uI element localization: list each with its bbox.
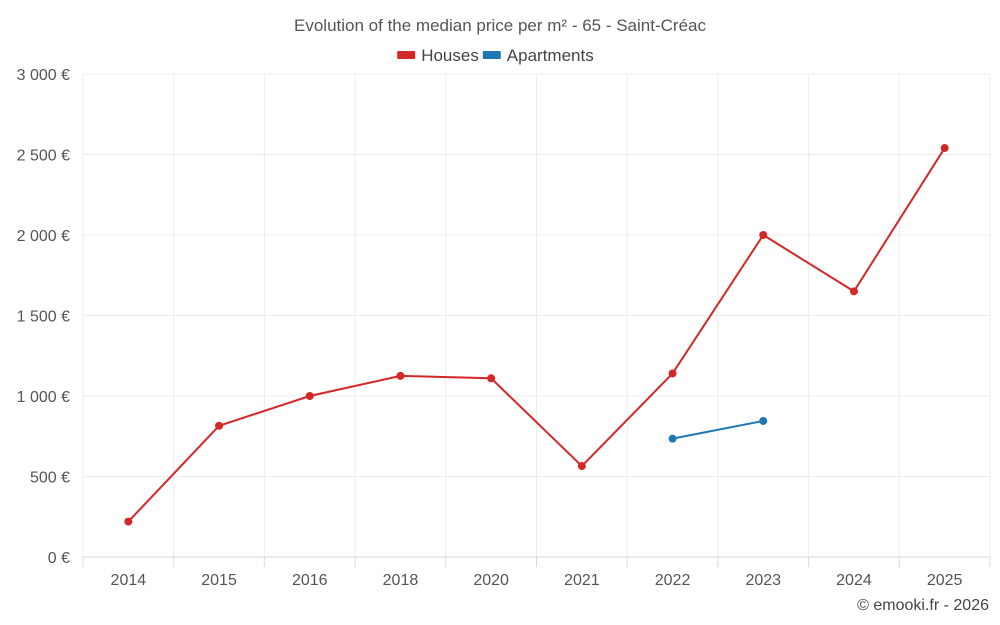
chart-title: Evolution of the median price per m² - 6… xyxy=(294,16,706,35)
x-tick-label: 2018 xyxy=(383,572,419,589)
x-tick-label: 2016 xyxy=(292,572,328,589)
y-tick-label: 1 500 € xyxy=(17,309,70,326)
x-tick-label: 2024 xyxy=(836,572,872,589)
data-point-houses[interactable] xyxy=(305,392,314,400)
data-point-houses[interactable] xyxy=(124,517,133,526)
data-point-apartments[interactable] xyxy=(759,416,768,425)
x-axis: 2014 2015 2016 2018 2020 2021 2022 2023 2024 2025 xyxy=(82,557,991,589)
grid xyxy=(82,73,991,558)
y-tick-label: 1 000 € xyxy=(17,389,70,406)
legend-label-houses[interactable]: Houses xyxy=(421,46,479,65)
x-tick-label: 2021 xyxy=(564,572,600,589)
y-tick-label: 2 000 € xyxy=(17,228,70,245)
y-tick-label: 0 € xyxy=(48,550,70,567)
x-tick-label: 2014 xyxy=(111,572,147,589)
data-point-houses[interactable] xyxy=(940,144,949,153)
x-tick-label: 2022 xyxy=(655,572,691,589)
series-line-houses xyxy=(127,147,946,523)
y-tick-label: 3 000 € xyxy=(17,67,70,84)
y-tick-label: 500 € xyxy=(30,470,70,487)
data-point-houses[interactable] xyxy=(668,369,677,378)
x-tick-label: 2023 xyxy=(745,572,781,589)
x-tick-label: 2015 xyxy=(201,572,237,589)
legend-swatch-apartments[interactable] xyxy=(482,51,501,59)
data-point-apartments[interactable] xyxy=(668,434,677,443)
x-tick-label: 2025 xyxy=(927,572,963,589)
data-point-houses[interactable] xyxy=(396,371,405,380)
legend-label-apartments[interactable]: Apartments xyxy=(507,46,594,65)
series-layer xyxy=(124,144,949,526)
data-point-houses[interactable] xyxy=(759,231,768,239)
series-line-apartments xyxy=(672,419,764,440)
data-point-houses[interactable] xyxy=(487,374,496,383)
data-point-houses[interactable] xyxy=(215,421,224,430)
y-tick-label: 2 500 € xyxy=(17,148,70,165)
x-tick-label: 2020 xyxy=(473,572,509,589)
y-axis: 0 € 500 € 1 000 € 1 500 € 2 000 € 2 500 € 3 00… xyxy=(17,67,70,567)
credit: © emooki.fr - 2026 xyxy=(857,597,989,614)
data-point-houses[interactable] xyxy=(849,287,858,296)
legend: Houses Apartments xyxy=(397,46,594,65)
legend-swatch-houses[interactable] xyxy=(397,51,416,59)
data-point-houses[interactable] xyxy=(577,462,586,471)
